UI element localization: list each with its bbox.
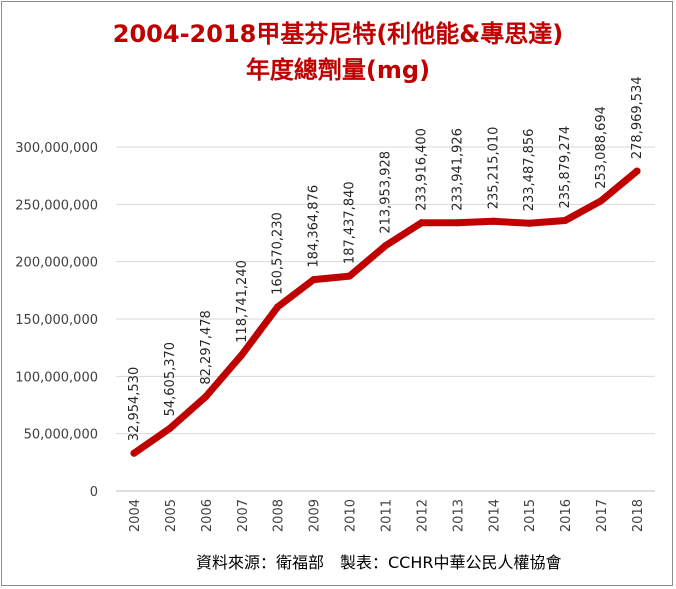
data-point [633,167,641,175]
data-point [310,276,318,284]
data-point [202,393,210,401]
data-point [597,197,605,205]
x-tick-label: 2014 [487,499,502,532]
x-tick-label: 2007 [236,499,251,532]
data-label: 253,088,694 [594,106,609,189]
data-label: 54,605,370 [163,342,178,416]
chart-title: 2004-2018甲基芬尼特(利他能&專思達) [112,20,564,48]
data-label: 184,364,876 [307,185,322,268]
data-point [561,217,569,225]
data-point [417,219,425,227]
x-tick-label: 2005 [164,499,179,532]
data-label: 235,879,274 [558,126,573,209]
x-tick-label: 2009 [308,499,323,532]
x-tick-label: 2015 [523,499,538,532]
x-tick-label: 2012 [415,499,430,532]
y-tick-label: 250,000,000 [15,198,98,213]
data-label: 118,741,240 [235,260,250,343]
data-point [346,272,354,280]
x-tick-label: 2016 [559,499,574,532]
data-label: 82,297,478 [199,310,214,384]
data-point [166,424,174,432]
data-label: 233,916,400 [414,128,429,211]
data-point [525,219,533,227]
source-note: 資料來源：衛福部 製表：CCHR中華公民人權協會 [196,553,562,572]
x-tick-label: 2004 [128,499,143,532]
x-tick-label: 2008 [272,499,287,532]
y-tick-label: 200,000,000 [15,256,98,271]
data-label: 235,215,010 [486,127,501,210]
data-label: 160,570,230 [271,212,286,295]
data-point [130,449,138,457]
chart-subtitle: 年度總劑量(mg) [245,56,431,84]
data-label: 187,437,840 [343,181,358,264]
x-tick-label: 2011 [380,499,395,532]
data-label: 233,487,856 [522,129,537,212]
y-tick-label: 100,000,000 [15,370,98,385]
y-tick-label: 300,000,000 [15,141,98,156]
data-point [274,303,282,311]
x-tick-label: 2010 [344,499,359,532]
data-label: 32,954,530 [127,367,142,441]
x-tick-label: 2013 [451,499,466,532]
data-point [453,219,461,227]
y-tick-label: 50,000,000 [24,428,98,443]
data-label: 213,953,928 [379,151,394,234]
y-tick-label: 150,000,000 [15,313,98,328]
x-tick-label: 2017 [595,499,610,532]
data-point [382,242,389,250]
data-label: 233,941,926 [450,128,465,211]
data-label: 278,969,534 [630,76,645,159]
data-point [238,351,246,359]
y-tick-label: 0 [90,485,98,500]
x-tick-label: 2018 [631,499,646,532]
data-point [489,217,497,225]
x-tick-label: 2006 [200,499,215,532]
